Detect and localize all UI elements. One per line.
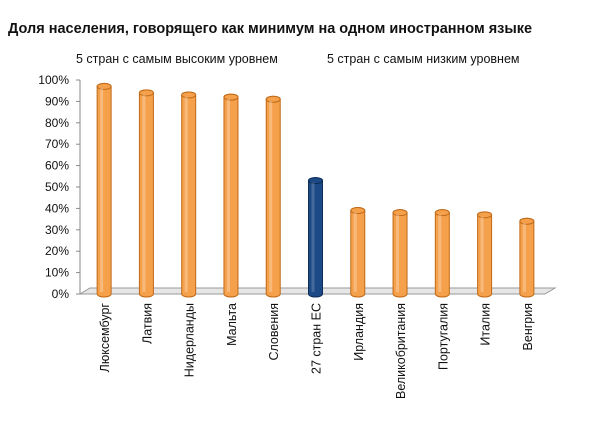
bar-top [223, 93, 239, 101]
bar-highlight [269, 101, 273, 292]
bar-highlight [522, 223, 526, 292]
bar-body [308, 177, 323, 298]
bar-top [477, 211, 493, 219]
category-label: Словения [267, 303, 281, 361]
bar-body [392, 209, 408, 298]
bar [350, 207, 366, 298]
y-tick-label: 0% [52, 287, 70, 301]
category-label: Венгрия [521, 303, 535, 350]
y-tick-label: 20% [45, 244, 69, 258]
bar-highlight [142, 94, 146, 292]
bar-body [434, 209, 450, 298]
bar [181, 91, 197, 298]
bar-top [350, 207, 366, 215]
y-tick-label: 90% [45, 94, 69, 108]
bar-top [392, 209, 408, 217]
category-label: Мальта [225, 303, 239, 346]
bar [434, 209, 450, 298]
bar-highlight [353, 212, 357, 292]
bar-top [519, 217, 535, 225]
bar-body [181, 91, 197, 298]
bar-top [138, 89, 154, 97]
bar-body [138, 89, 154, 298]
y-tick-label: 80% [45, 116, 69, 130]
bar-highlight [396, 214, 400, 292]
category-label: Великобритания [394, 303, 408, 399]
y-tick-label: 60% [45, 159, 69, 173]
bar-top [181, 91, 197, 99]
category-label: Латвия [140, 303, 154, 344]
bar [138, 89, 154, 298]
category-label: Люксембург [98, 303, 112, 373]
y-tick-label: 70% [45, 137, 69, 151]
bar-top [265, 95, 281, 103]
y-tick-label: 10% [45, 266, 69, 280]
chart-title: Доля населения, говорящего как минимум н… [8, 21, 533, 37]
bar [392, 209, 408, 298]
bar [308, 177, 323, 298]
category-label: Ирландия [352, 303, 366, 361]
annotation-bottom-five: 5 стран с самым низким уровнем [327, 52, 520, 66]
annotation-top-five: 5 стран с самым высоким уровнем [76, 52, 278, 66]
bar [96, 82, 112, 298]
category-label: Италия [479, 303, 493, 346]
bar-highlight [100, 88, 104, 292]
category-label: 27 стран ЕС [310, 303, 324, 374]
y-tick-label: 40% [45, 201, 69, 215]
bar-highlight [480, 216, 484, 292]
bar-highlight [226, 99, 230, 293]
category-label: Португалия [436, 303, 450, 370]
bar-top [434, 209, 450, 217]
bar-highlight [311, 182, 315, 292]
y-tick-label: 30% [45, 223, 69, 237]
bar-body [477, 211, 493, 298]
bar-body [96, 82, 112, 298]
bar-body [519, 217, 535, 298]
bar-highlight [184, 96, 188, 292]
bar [223, 93, 239, 298]
y-tick-label: 50% [45, 180, 69, 194]
bar-body [350, 207, 366, 298]
bar-highlight [438, 214, 442, 292]
bar [477, 211, 493, 298]
bar-top [96, 82, 112, 90]
bar-top [308, 177, 323, 185]
bar [265, 95, 281, 298]
bar [519, 217, 535, 298]
y-tick-label: 100% [38, 73, 69, 87]
category-label: Нидерланды [183, 303, 197, 377]
bar-body [223, 93, 239, 298]
bar-body [265, 95, 281, 298]
